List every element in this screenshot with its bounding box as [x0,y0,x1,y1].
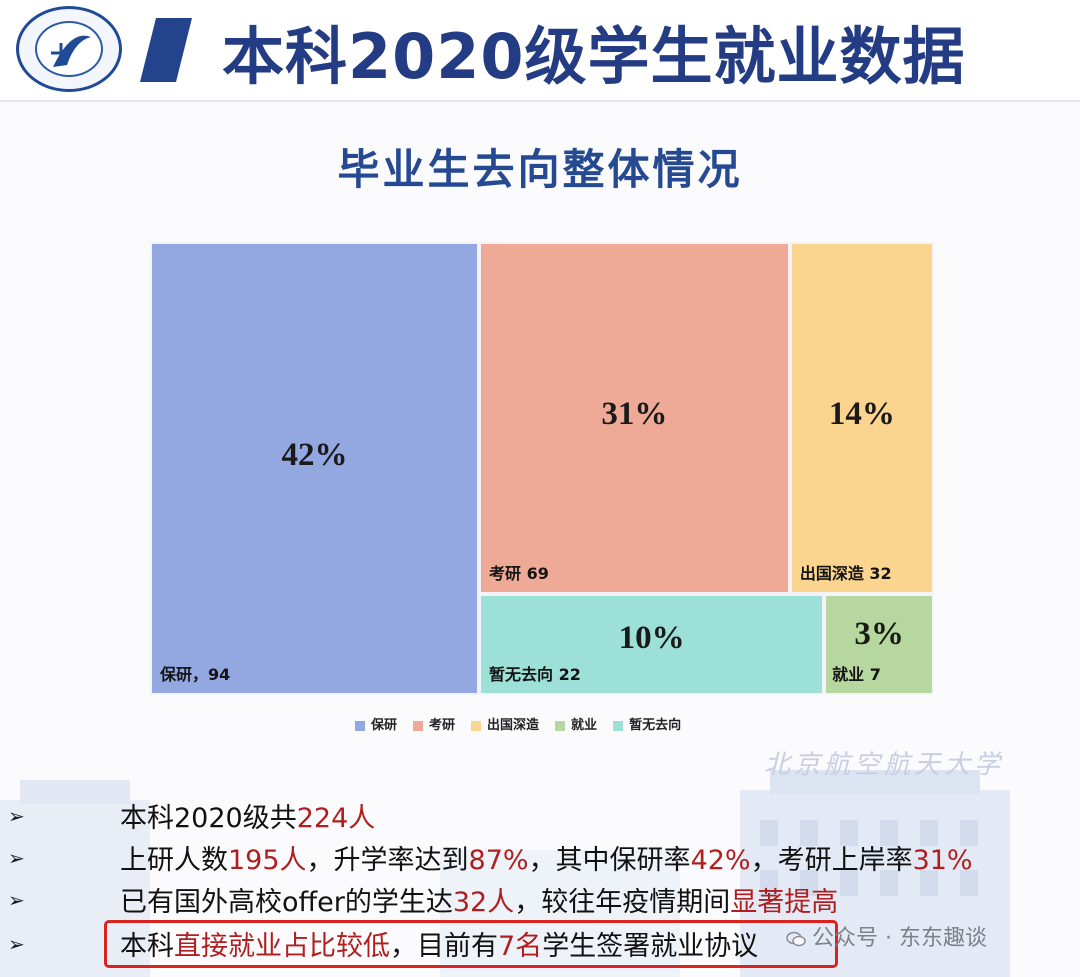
legend-label: 保研 [371,718,398,733]
highlighted-text: 显著提高 [730,887,839,918]
bullet-text: 本科2020级共224人 [120,796,375,835]
legend-item: 保研 [355,714,397,733]
school-name-watermark: 北京航空航天大学 [764,750,1005,780]
bullet-arrow-icon: ➢ [8,846,25,870]
tile-zanwu: 10% 暂无去向 22 [479,593,825,695]
summary-bullet: ➢ 本科2020级共224人 [0,796,1080,836]
tile-percent-label: 10% [618,620,685,657]
chart-legend: 保研 考研 出国深造 就业 暂无去向 [355,714,697,736]
legend-swatch [613,720,624,731]
tile-jiuye: 3% 就业 7 [824,593,934,695]
legend-swatch [413,720,424,731]
campus-building-background [0,770,1010,977]
page-title: 本科2020级学生就业数据 [222,20,966,93]
tile-percent-label: 3% [854,616,904,653]
legend-label: 就业 [571,718,598,733]
highlighted-text: 42% [690,845,751,876]
bullet-text-segment: ，较往年疫情期间 [514,887,731,918]
bullet-text-segment: ，其中保研率 [528,845,691,876]
chart-subtitle: 毕业生去向整体情况 [337,145,743,194]
highlighted-text: 31% [912,845,973,876]
bullet-text-segment: ，升学率达到 [306,845,469,876]
highlighted-text: 195人 [228,845,307,876]
bullet-text-segment: ，考研上岸率 [750,845,913,876]
treemap-chart: 42% 保研，94 31% 考研 69 14% 出国深造 32 10% 暂无去向 22 3% 就业… [150,242,934,695]
bullet-text-segment: 学生签署就业协议 [542,931,759,962]
tile-category-label: 考研 69 [489,563,549,583]
legend-item: 就业 [555,714,597,733]
bullet-text-segment: 本科2020级共 [120,803,297,834]
highlighted-text: 224人 [296,803,376,834]
wechat-watermark-text: 公众号 · 东东趣谈 [812,926,987,951]
tile-category-label: 暂无去向 22 [489,664,581,684]
bullet-text-segment: 本科 [120,931,174,962]
legend-label: 出国深造 [487,718,540,733]
tile-category-label: 出国深造 32 [799,563,892,583]
bullet-text: 上研人数195人，升学率达到87%，其中保研率42%，考研上岸率31% [120,838,973,877]
bullet-text-segment: ，目前有 [390,931,498,962]
highlighted-text: 32人 [452,887,515,918]
title-accent-bar [140,18,192,82]
legend-item: 考研 [413,714,455,733]
bullet-arrow-icon: ➢ [8,932,25,956]
tile-percent-label: 42% [281,436,348,473]
tile-chuguo: 14% 出国深造 32 [789,242,934,594]
header-bar: 本科2020级学生就业数据 [0,0,1080,102]
tile-category-label: 保研，94 [160,665,231,684]
university-emblem-icon [16,6,122,92]
bullet-text: 已有国外高校offer的学生达32人，较往年疫情期间显著提高 [120,880,838,919]
tile-percent-label: 31% [601,396,668,433]
highlighted-text: 直接就业占比较低 [174,931,390,962]
legend-swatch [471,720,482,731]
wechat-icon [786,931,806,947]
summary-bullet: ➢ 本科直接就业占比较低，目前有7名学生签署就业协议 [0,924,1080,964]
summary-bullet: ➢ 上研人数195人，升学率达到87%，其中保研率42%，考研上岸率31% [0,838,1080,878]
bullet-text-segment: 已有国外高校offer的学生达 [120,887,453,918]
bullet-text-segment: 上研人数 [120,845,228,876]
legend-label: 考研 [429,718,456,733]
legend-swatch [555,720,566,731]
summary-bullet: ➢ 已有国外高校offer的学生达32人，较往年疫情期间显著提高 [0,880,1080,920]
bullet-text: 本科直接就业占比较低，目前有7名学生签署就业协议 [120,924,758,963]
legend-label: 暂无去向 [629,718,682,733]
legend-swatch [355,720,365,731]
legend-item: 暂无去向 [613,714,681,733]
legend-item: 出国深造 [471,714,539,733]
tile-kaoyan: 31% 考研 69 [479,242,790,594]
bullet-arrow-icon: ➢ [8,804,25,828]
bullet-arrow-icon: ➢ [8,888,25,912]
highlighted-text: 7名 [498,931,543,962]
tile-category-label: 就业 7 [832,664,881,684]
tile-baoyan: 42% 保研，94 [150,242,479,695]
highlight-box [104,920,838,968]
wechat-watermark: 公众号 · 东东趣谈 [786,920,987,952]
highlighted-text: 87% [468,845,529,876]
tile-percent-label: 14% [828,396,895,433]
